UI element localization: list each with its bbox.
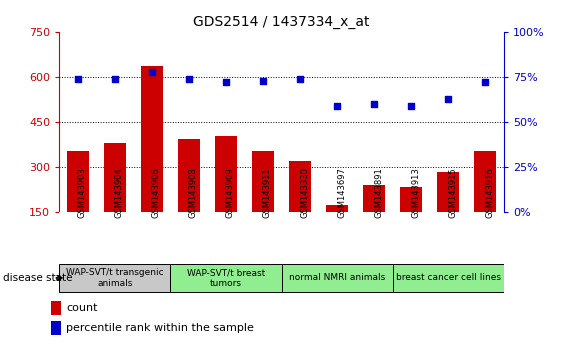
Bar — [326, 205, 348, 258]
Point — [110, 76, 119, 82]
Text: GSM143915: GSM143915 — [448, 168, 457, 218]
Bar — [104, 143, 126, 258]
Text: GSM143906: GSM143906 — [152, 167, 161, 218]
Text: breast cancer cell lines: breast cancer cell lines — [396, 273, 501, 282]
Bar — [59, 263, 171, 292]
Point — [370, 101, 379, 107]
Text: GSM143891: GSM143891 — [374, 167, 383, 218]
Point — [184, 76, 193, 82]
Text: count: count — [66, 303, 98, 313]
Point — [296, 76, 305, 82]
Text: WAP-SVT/t breast
tumors: WAP-SVT/t breast tumors — [187, 268, 265, 287]
Bar — [252, 151, 274, 258]
Bar — [437, 172, 459, 258]
Bar — [66, 151, 89, 258]
Point — [481, 80, 490, 85]
Bar — [289, 161, 311, 258]
Point — [221, 80, 230, 85]
Text: GSM143330: GSM143330 — [300, 167, 309, 218]
Bar — [363, 185, 385, 258]
Point — [258, 78, 267, 84]
Text: normal NMRI animals: normal NMRI animals — [289, 273, 385, 282]
Bar — [51, 301, 61, 314]
Text: GSM143908: GSM143908 — [189, 167, 198, 218]
Point — [73, 76, 82, 82]
Bar — [393, 263, 504, 292]
Point — [333, 103, 342, 109]
Bar — [171, 263, 282, 292]
Bar — [474, 151, 497, 258]
Text: GSM143916: GSM143916 — [485, 167, 494, 218]
Text: GSM143913: GSM143913 — [411, 167, 420, 218]
Bar — [178, 139, 200, 258]
Text: GSM143909: GSM143909 — [226, 168, 235, 218]
Text: GSM143697: GSM143697 — [337, 167, 346, 218]
Bar — [141, 67, 163, 258]
Bar — [282, 263, 393, 292]
Text: GSM143904: GSM143904 — [115, 168, 124, 218]
Bar — [400, 187, 422, 258]
Text: GSM143911: GSM143911 — [263, 168, 272, 218]
Text: GSM143903: GSM143903 — [78, 167, 87, 218]
Point — [406, 103, 415, 109]
Text: percentile rank within the sample: percentile rank within the sample — [66, 323, 254, 333]
Point — [148, 69, 157, 74]
Bar — [215, 136, 237, 258]
Bar — [51, 321, 61, 335]
Text: WAP-SVT/t transgenic
animals: WAP-SVT/t transgenic animals — [66, 268, 163, 287]
Text: disease state: disease state — [3, 273, 72, 283]
Title: GDS2514 / 1437334_x_at: GDS2514 / 1437334_x_at — [193, 16, 370, 29]
Point — [444, 96, 453, 102]
